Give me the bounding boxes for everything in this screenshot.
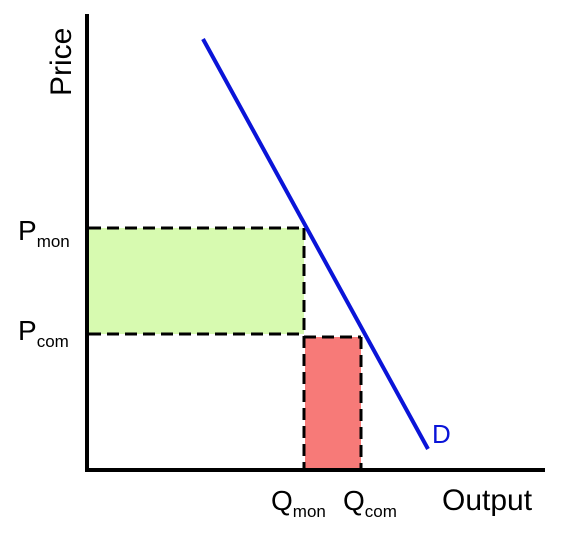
q-mon-label: Qmon (271, 485, 326, 521)
demand-curve-label: D (432, 419, 451, 449)
green-shaded-area (87, 228, 304, 334)
p-com-letter: P (18, 315, 37, 346)
q-com-label: Qcom (343, 485, 397, 521)
q-com-subscript: com (365, 502, 397, 521)
x-axis-title: Output (442, 484, 533, 517)
q-mon-letter: Q (271, 485, 293, 516)
red-shaded-area (305, 337, 361, 470)
p-mon-subscript: mon (37, 232, 70, 251)
p-com-label: Pcom (18, 315, 69, 351)
y-axis-title: Price (45, 28, 78, 96)
q-mon-subscript: mon (293, 502, 326, 521)
q-com-letter: Q (343, 485, 365, 516)
axes (85, 14, 545, 472)
demand-curve (201, 38, 430, 450)
p-mon-letter: P (18, 215, 37, 246)
dashed-guide-lines (89, 226, 363, 470)
p-com-subscript: com (37, 332, 69, 351)
p-mon-label: Pmon (18, 215, 70, 251)
